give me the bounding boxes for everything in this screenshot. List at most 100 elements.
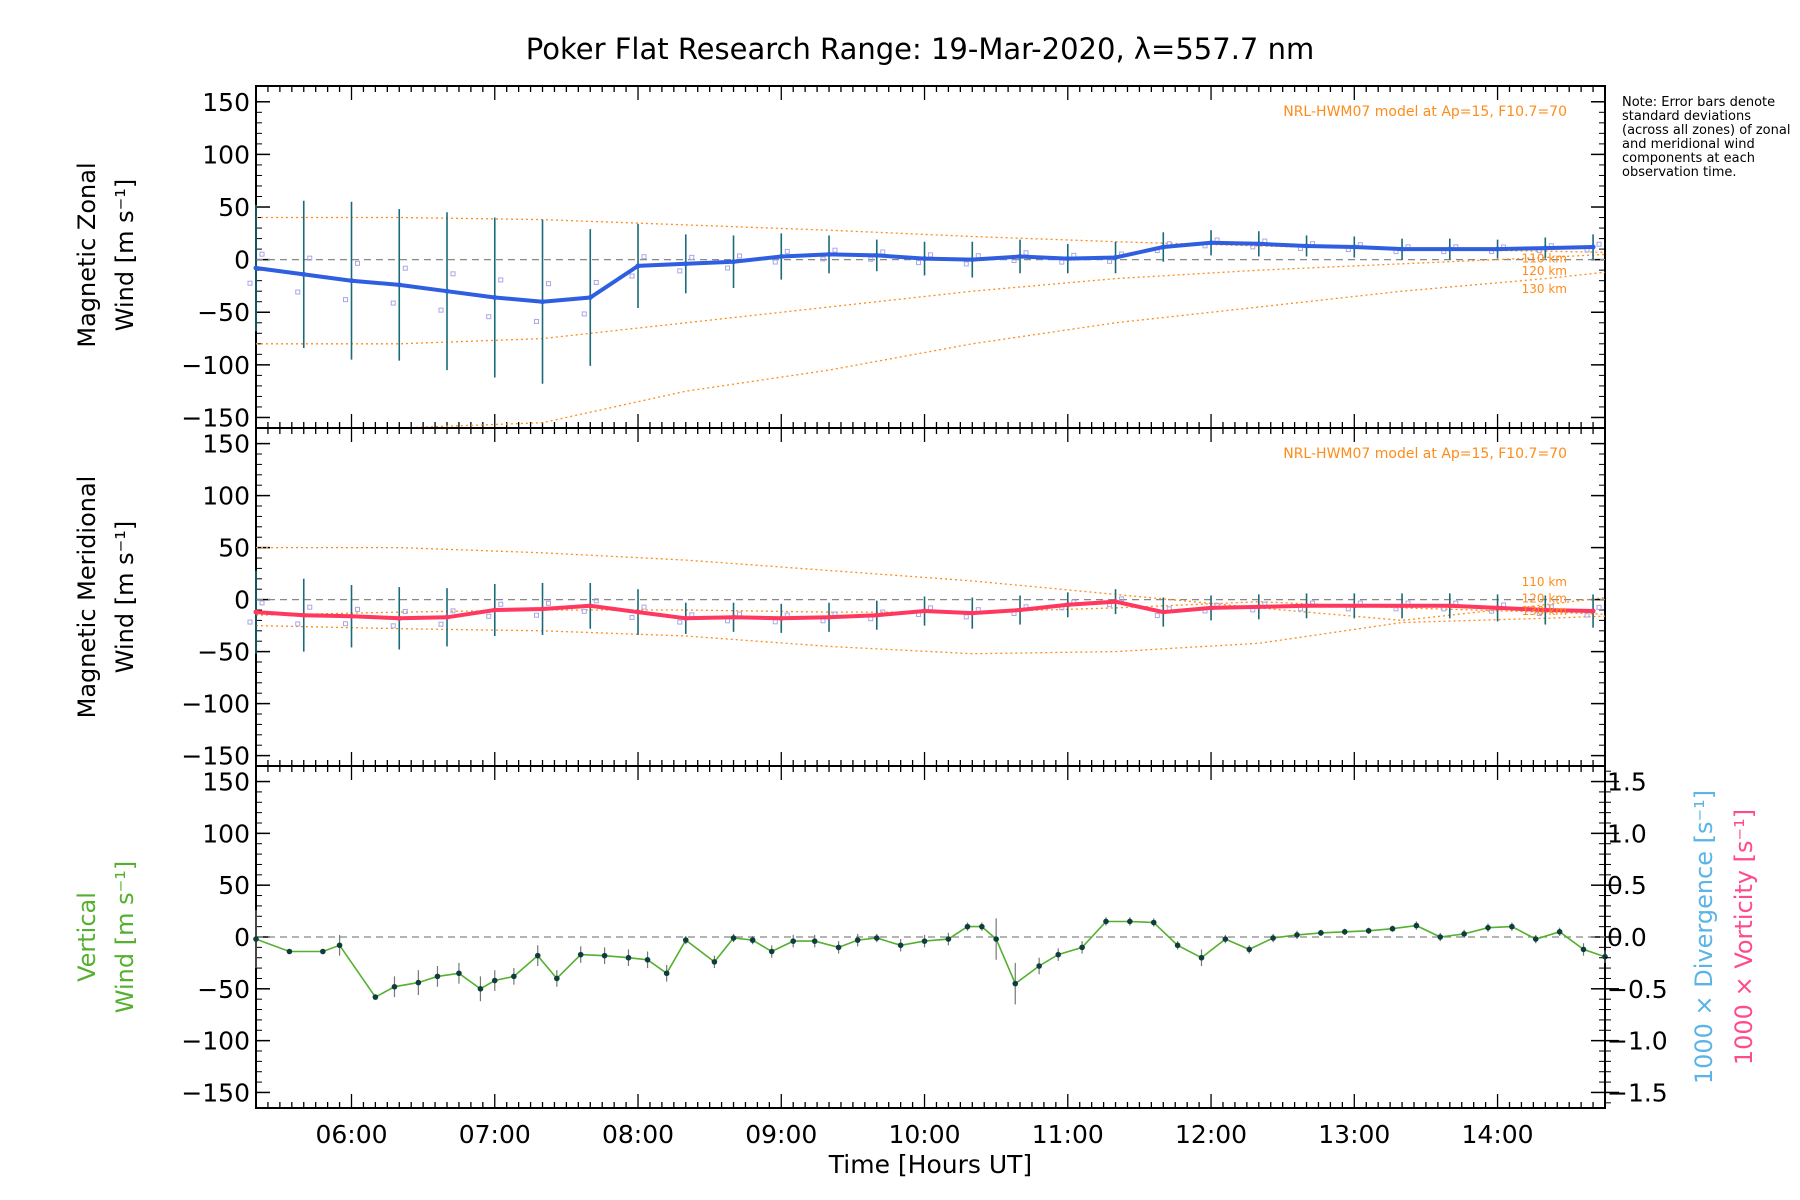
zone-point bbox=[772, 619, 778, 625]
x-tick-label: 13:00 bbox=[1318, 1120, 1390, 1149]
vorticity-ylabel: 1000 × Vorticity [s⁻¹] bbox=[1730, 809, 1758, 1065]
vertical-wind-point bbox=[1036, 963, 1042, 969]
vertical-wind-point bbox=[1365, 927, 1372, 934]
zone-point bbox=[820, 256, 826, 262]
y-tick-label: 100 bbox=[202, 482, 250, 511]
vertical-wind-point bbox=[663, 970, 670, 977]
panel-meridional-axes: 150 100 50 0 −50 −100 −150 bbox=[181, 427, 1606, 771]
zone-point bbox=[784, 248, 790, 254]
y2-tick-label: −0.5 bbox=[1607, 975, 1668, 1004]
zone-point bbox=[593, 598, 599, 604]
zonal-wind-point bbox=[444, 288, 450, 294]
zonal-wind-point bbox=[1590, 244, 1596, 250]
zone-point bbox=[581, 311, 587, 317]
y-tick-label: 100 bbox=[202, 140, 250, 169]
meridional-wind-point bbox=[826, 614, 832, 620]
meridional-ylabel: Magnetic Meridional Wind [m s⁻¹] bbox=[73, 476, 139, 719]
meridional-wind-point bbox=[922, 608, 928, 614]
zone-point bbox=[725, 265, 731, 271]
meridional-wind-point bbox=[492, 607, 498, 613]
zone-point bbox=[916, 260, 922, 266]
meridional-wind-point bbox=[301, 612, 307, 618]
zone-point bbox=[498, 601, 504, 607]
zone-point bbox=[546, 281, 552, 287]
zone-point bbox=[402, 265, 408, 271]
meridional-wind-point bbox=[1304, 603, 1310, 609]
y-tick-label: −50 bbox=[197, 298, 250, 327]
zone-point bbox=[689, 254, 695, 260]
meridional-wind-point bbox=[1065, 602, 1071, 608]
zone-point bbox=[534, 318, 540, 324]
vertical-wind-point bbox=[854, 937, 861, 943]
x-tick-label: 11:00 bbox=[1032, 1120, 1104, 1149]
zonal-wind-point bbox=[969, 257, 975, 263]
vertical-wind-point bbox=[534, 952, 541, 959]
zonal-wind-point bbox=[1351, 244, 1357, 250]
zonal-wind-point bbox=[635, 263, 641, 269]
altitude-label: 110 km bbox=[1522, 575, 1567, 589]
vertical-wind-point bbox=[1556, 929, 1563, 935]
y-tick-label: 50 bbox=[218, 871, 250, 900]
x-tick-label: 07:00 bbox=[459, 1120, 531, 1149]
zone-point bbox=[438, 621, 444, 627]
zone-point bbox=[390, 300, 396, 306]
y-tick-label: −100 bbox=[181, 690, 250, 719]
zone-point bbox=[1023, 250, 1029, 256]
zone-point bbox=[1596, 604, 1602, 610]
zone-point bbox=[546, 600, 552, 606]
zone-point bbox=[629, 615, 635, 621]
vertical-wind-point bbox=[644, 957, 651, 963]
vertical-wind-point bbox=[477, 986, 484, 992]
y-tick-label: −50 bbox=[197, 975, 250, 1004]
vertical-wind-point bbox=[1079, 944, 1085, 951]
zonal-wind-point bbox=[1495, 246, 1501, 252]
zone-point bbox=[641, 604, 647, 610]
vertical-wind-point bbox=[1294, 932, 1300, 938]
model-curve-120km bbox=[256, 216, 1606, 253]
vertical-wind-point bbox=[1602, 953, 1608, 960]
meridional-wind-point bbox=[1590, 608, 1596, 614]
zone-point bbox=[355, 606, 361, 612]
meridional-wind-point bbox=[587, 603, 593, 609]
zonal-wind-point bbox=[540, 299, 546, 305]
vertical-wind-point bbox=[434, 973, 441, 980]
x-tick-label: 10:00 bbox=[889, 1120, 961, 1149]
meridional-wind-point bbox=[1160, 609, 1166, 615]
y-tick-label: 0 bbox=[234, 923, 250, 952]
zone-point bbox=[832, 247, 838, 253]
vertical-wind-point bbox=[415, 979, 422, 986]
zonal-ylabel: Magnetic Zonal Wind [m s⁻¹] bbox=[73, 162, 139, 347]
vertical-wind-point bbox=[873, 935, 880, 941]
meridional-wind-point bbox=[396, 615, 402, 621]
panel-vertical-axes: 150 100 50 0 −50 −100 −150 bbox=[181, 765, 1606, 1109]
x-tick-label: 09:00 bbox=[745, 1120, 817, 1149]
vertical-wind-point bbox=[511, 973, 517, 980]
vertical-wind-point bbox=[320, 948, 326, 955]
zone-point bbox=[259, 600, 265, 606]
vertical-wind-point bbox=[1103, 918, 1109, 925]
y-tick-label: 150 bbox=[202, 768, 250, 797]
vertical-ylabel-line: Wind [m s⁻¹] bbox=[111, 861, 139, 1013]
zonal-wind-point bbox=[683, 261, 689, 267]
zonal-wind-point bbox=[349, 278, 355, 284]
vertical-ylabel-line: Vertical bbox=[73, 892, 101, 982]
divergence-ylabel: 1000 × Divergence [s⁻¹] bbox=[1690, 790, 1718, 1084]
vertical-wind-point bbox=[1318, 930, 1324, 936]
zonal-wind-point bbox=[1447, 246, 1453, 252]
y2-tick-label: 0.5 bbox=[1607, 871, 1647, 900]
vertical-wind-point bbox=[1509, 923, 1515, 930]
altitude-label: 130 km bbox=[1522, 282, 1567, 296]
vertical-wind-point bbox=[1246, 946, 1253, 953]
model-label: NRL-HWM07 model at Ap=15, F10.7=70 bbox=[1283, 446, 1567, 462]
zonal-wind-point bbox=[778, 253, 784, 259]
y2-tick-label: −1.0 bbox=[1607, 1027, 1668, 1056]
zone-point bbox=[641, 254, 647, 260]
zonal-wind-point bbox=[1542, 245, 1548, 251]
zone-point bbox=[402, 608, 408, 614]
zonal-wind-point bbox=[253, 265, 259, 271]
zonal-wind-point bbox=[1160, 244, 1166, 250]
zone-point bbox=[390, 623, 396, 629]
y2-tick-label: 1.5 bbox=[1607, 768, 1647, 797]
y-tick-label: 50 bbox=[218, 534, 250, 563]
